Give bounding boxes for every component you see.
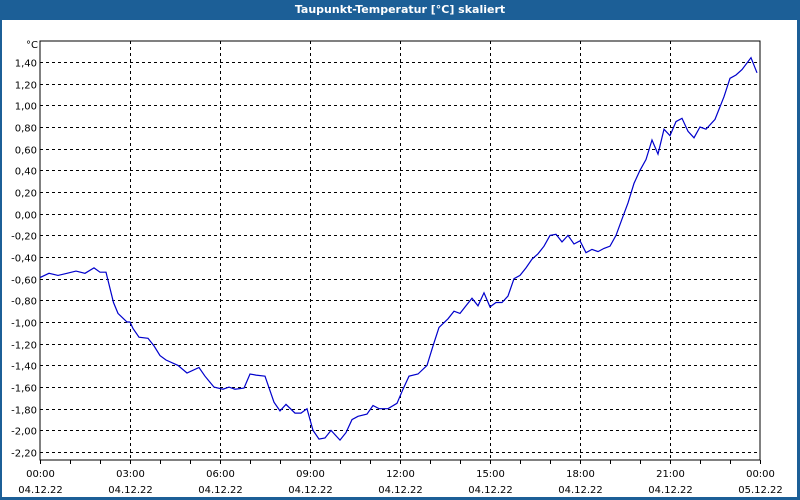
- x-tick-time: 12:00: [386, 469, 415, 480]
- window-border-bottom: [0, 497, 800, 500]
- x-tick-time: 00:00: [746, 469, 775, 480]
- x-tick-date: 04.12.22: [558, 485, 603, 496]
- x-tick-time: 15:00: [476, 469, 505, 480]
- y-axis-unit-label: °C: [26, 40, 38, 51]
- y-tick-label: 1,00: [15, 102, 37, 113]
- grid-lines: [40, 41, 760, 460]
- y-tick-label: -1,00: [11, 319, 37, 330]
- y-tick-label: 0,00: [15, 211, 37, 222]
- window-border-left: [0, 20, 2, 500]
- x-tick-time: 06:00: [206, 469, 235, 480]
- y-tick-label: -1,20: [11, 341, 37, 352]
- x-tick-time: 21:00: [656, 469, 685, 480]
- chart-window-title: Taupunkt-Temperatur [°C] skaliert: [0, 0, 800, 20]
- x-tick-time: 18:00: [566, 469, 595, 480]
- y-tick-label: -2,20: [11, 449, 37, 460]
- x-tick-date: 05.12.22: [738, 485, 783, 496]
- y-axis: 1,40 1,20 1,00 0,80 0,60 0,40 0,20 0,00 -0,20 -0,…: [11, 59, 37, 460]
- x-tick-date: 04.12.22: [468, 485, 513, 496]
- x-tick-date: 04.12.22: [18, 485, 63, 496]
- x-tick-date: 04.12.22: [198, 485, 243, 496]
- x-tick-date: 04.12.22: [108, 485, 153, 496]
- y-tick-label: -1,40: [11, 362, 37, 373]
- y-tick-label: 1,40: [15, 59, 37, 70]
- y-tick-label: -1,80: [11, 406, 37, 417]
- x-tick-date: 04.12.22: [378, 485, 423, 496]
- y-tick-label: 0,20: [15, 189, 37, 200]
- y-tick-label: -0,40: [11, 254, 37, 265]
- y-tick-label: 0,40: [15, 167, 37, 178]
- y-tick-label: 0,80: [15, 124, 37, 135]
- x-tick-date: 04.12.22: [648, 485, 693, 496]
- y-tick-label: 0,60: [15, 146, 37, 157]
- y-tick-label: -0,80: [11, 297, 37, 308]
- y-tick-label: -0,60: [11, 276, 37, 287]
- dew-point-series-line: [39, 56, 758, 442]
- window-border-right: [797, 20, 800, 500]
- x-tick-time: 00:00: [26, 469, 55, 480]
- x-tick-time: 03:00: [116, 469, 145, 480]
- y-tick-label: 1,20: [15, 81, 37, 92]
- x-axis: 00:00 04.12.22 03:00 04.12.22 06:00 04.12.22 0…: [18, 460, 783, 496]
- y-tick-label: -2,00: [11, 427, 37, 438]
- x-tick-date: 04.12.22: [288, 485, 333, 496]
- y-tick-label: -0,20: [11, 232, 37, 243]
- y-tick-label: -1,60: [11, 384, 37, 395]
- x-tick-time: 09:00: [296, 469, 325, 480]
